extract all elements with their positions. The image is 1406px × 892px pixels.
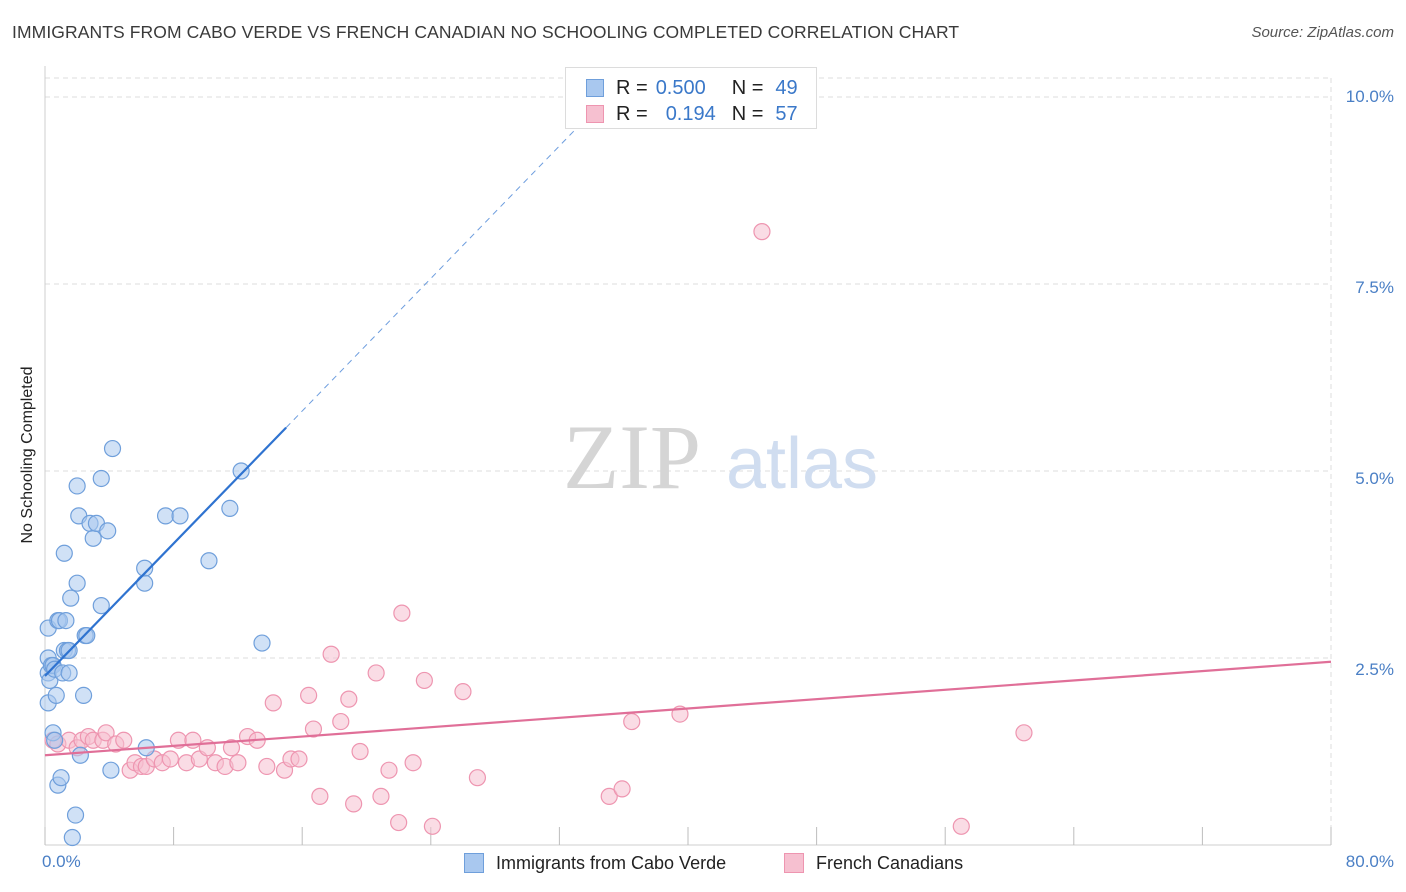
legend-n-label: N = bbox=[731, 76, 764, 99]
x-tick-label-max: 80.0% bbox=[1345, 852, 1394, 871]
legend-r-value: 0.194 bbox=[665, 102, 716, 125]
y-tick-label: 5.0% bbox=[1355, 469, 1394, 488]
legend-row-french-canadians: R = 0.194 N = 57 bbox=[586, 102, 798, 126]
data-point bbox=[92, 469, 110, 488]
data-point bbox=[47, 686, 65, 705]
data-point bbox=[351, 742, 369, 761]
legend-swatch-blue bbox=[586, 79, 604, 97]
data-point bbox=[60, 664, 78, 682]
data-point bbox=[253, 634, 271, 652]
data-point bbox=[156, 507, 175, 525]
data-point bbox=[171, 507, 189, 525]
points-french-canadians bbox=[44, 223, 1033, 835]
data-point bbox=[600, 787, 618, 805]
data-point bbox=[62, 589, 80, 607]
y-tick-label: 10.0% bbox=[1345, 87, 1394, 106]
legend-swatch-pink bbox=[784, 853, 804, 873]
data-point bbox=[264, 694, 282, 712]
legend-r-value: 0.500 bbox=[655, 76, 706, 99]
data-point bbox=[229, 754, 247, 772]
legend-n-value: 49 bbox=[775, 76, 798, 99]
data-point bbox=[290, 750, 308, 768]
data-point bbox=[304, 720, 323, 738]
legend-item-cabo-verde: Immigrants from Cabo Verde bbox=[464, 850, 726, 876]
legend-r-label: R = bbox=[616, 76, 648, 99]
data-point bbox=[258, 757, 276, 776]
data-point bbox=[97, 724, 115, 742]
data-point bbox=[613, 780, 631, 798]
data-point bbox=[136, 574, 154, 592]
data-point bbox=[55, 544, 73, 562]
data-point bbox=[952, 817, 970, 835]
data-point bbox=[78, 626, 96, 645]
chart-title: IMMIGRANTS FROM CABO VERDE VS FRENCH CAN… bbox=[12, 22, 960, 42]
data-point bbox=[161, 750, 179, 768]
y-tick-label: 2.5% bbox=[1355, 660, 1394, 679]
data-point bbox=[68, 477, 86, 495]
data-point bbox=[74, 686, 93, 705]
data-point bbox=[115, 731, 133, 749]
source-note: Source: ZipAtlas.com bbox=[1251, 24, 1394, 41]
trend-line-cabo-verde-extension bbox=[285, 119, 586, 428]
data-point bbox=[415, 671, 433, 690]
data-point bbox=[46, 731, 64, 749]
legend-label: Immigrants from Cabo Verde bbox=[496, 852, 727, 873]
watermark-zip: ZIP bbox=[563, 406, 701, 508]
data-point bbox=[68, 574, 86, 592]
legend-n-value: 57 bbox=[775, 102, 798, 125]
stats-legend: R = 0.500 N = 49 R = 0.194 N = 57 bbox=[565, 67, 817, 129]
y-tick-label: 7.5% bbox=[1355, 278, 1394, 297]
data-point bbox=[66, 806, 85, 824]
data-point bbox=[222, 739, 241, 757]
data-point bbox=[372, 787, 390, 805]
legend-item-french-canadians: French Canadians bbox=[784, 850, 963, 876]
data-point bbox=[99, 522, 117, 540]
trend-lines bbox=[44, 119, 1332, 757]
legend-swatch-pink bbox=[586, 105, 604, 123]
data-point bbox=[103, 439, 122, 458]
data-point bbox=[423, 817, 442, 835]
legend-r-label: R = bbox=[616, 102, 648, 125]
data-point bbox=[753, 223, 771, 241]
trend-line-cabo-verde bbox=[44, 426, 287, 677]
data-point bbox=[345, 795, 363, 813]
data-point bbox=[200, 552, 218, 570]
data-point bbox=[102, 761, 120, 779]
legend-label: French Canadians bbox=[816, 852, 964, 873]
data-point bbox=[1015, 724, 1033, 742]
data-point bbox=[311, 787, 329, 805]
data-point bbox=[390, 813, 408, 832]
data-point bbox=[393, 604, 411, 622]
data-point bbox=[623, 712, 641, 731]
legend-row-cabo-verde: R = 0.500 N = 49 bbox=[586, 76, 798, 100]
data-point bbox=[454, 683, 472, 701]
watermark: ZIP atlas bbox=[563, 406, 878, 508]
data-point bbox=[340, 690, 358, 708]
data-point bbox=[71, 746, 89, 764]
data-point bbox=[322, 645, 340, 663]
data-point bbox=[221, 499, 239, 517]
data-point bbox=[332, 712, 350, 731]
data-point bbox=[468, 769, 487, 787]
data-point bbox=[63, 828, 81, 847]
x-tick-label-min: 0.0% bbox=[42, 852, 81, 871]
data-point bbox=[57, 611, 75, 630]
data-point bbox=[84, 529, 102, 547]
data-point bbox=[367, 664, 385, 682]
data-point bbox=[300, 686, 318, 705]
trend-line-french-canadians bbox=[44, 660, 1332, 757]
data-point bbox=[52, 769, 70, 787]
data-point bbox=[404, 754, 422, 772]
points-cabo-verde bbox=[39, 439, 271, 847]
data-point bbox=[92, 597, 110, 615]
watermark-atlas: atlas bbox=[726, 424, 878, 504]
legend-swatch-blue bbox=[464, 853, 484, 873]
data-point bbox=[380, 761, 398, 779]
legend-n-label: N = bbox=[731, 102, 764, 125]
data-point bbox=[232, 462, 250, 480]
